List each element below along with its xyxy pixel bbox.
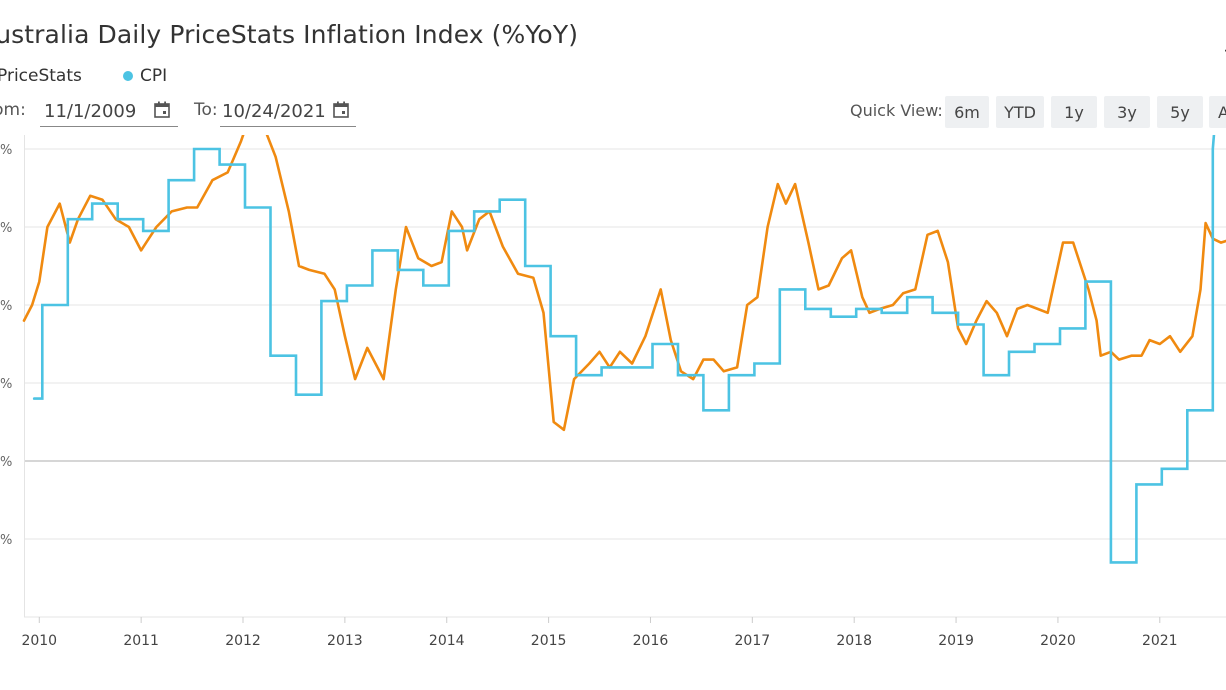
x-tick-label: 2020 xyxy=(1040,633,1076,649)
quick-view-3y-button[interactable]: 3y xyxy=(1104,96,1150,128)
quick-view-6m-button[interactable]: 6m xyxy=(945,96,989,128)
quick-view-ytd-button[interactable]: YTD xyxy=(996,96,1044,128)
legend-item-pricestats[interactable]: PriceStats xyxy=(0,66,82,86)
y-tick-label: % xyxy=(0,221,12,236)
quick-view-all-button[interactable]: All xyxy=(1209,96,1226,128)
to-label: To: xyxy=(194,100,218,120)
x-tick-label: 2018 xyxy=(836,633,872,649)
x-tick-label: 2012 xyxy=(225,633,261,649)
x-tick-label: 2010 xyxy=(21,633,57,649)
from-date-value: 11/1/2009 xyxy=(44,100,137,122)
legend-label-pricestats: PriceStats xyxy=(0,66,82,86)
x-tick-label: 2021 xyxy=(1142,633,1178,649)
y-tick-label: % xyxy=(0,299,12,314)
to-date-input[interactable]: 10/24/2021 xyxy=(220,96,356,127)
series-line-pricestats[interactable] xyxy=(22,135,1226,432)
from-date-input[interactable]: 11/1/2009 xyxy=(40,96,178,127)
chart-plot-area: %%%%%%%201020112012201320142015201620172… xyxy=(0,135,1226,649)
quick-view-1y-button[interactable]: 1y xyxy=(1051,96,1097,128)
calendar-icon[interactable] xyxy=(333,101,349,118)
legend-label-cpi: CPI xyxy=(140,66,168,86)
x-tick-label: 2011 xyxy=(123,633,159,649)
x-tick-label: 2013 xyxy=(327,633,363,649)
y-tick-label: % xyxy=(0,377,12,392)
legend-marker-cpi xyxy=(123,71,133,81)
x-tick-label: 2015 xyxy=(531,633,567,649)
calendar-icon[interactable] xyxy=(154,101,170,118)
x-tick-label: 2016 xyxy=(633,633,669,649)
legend-item-cpi[interactable]: CPI xyxy=(123,66,167,86)
y-tick-label: % xyxy=(0,143,12,158)
y-tick-label: % xyxy=(0,455,12,470)
y-tick-label: % xyxy=(0,533,12,548)
series-line-cpi[interactable] xyxy=(32,135,1218,564)
to-date-value: 10/24/2021 xyxy=(222,100,326,122)
x-tick-label: 2019 xyxy=(938,633,974,649)
x-tick-label: 2014 xyxy=(429,633,465,649)
x-tick-label: 2017 xyxy=(735,633,771,649)
chart-title: Australia Daily PriceStats Inflation Ind… xyxy=(0,20,579,49)
from-label: From: xyxy=(0,100,26,120)
quick-view-label: Quick View: xyxy=(850,101,943,120)
quick-view-5y-button[interactable]: 5y xyxy=(1157,96,1203,128)
